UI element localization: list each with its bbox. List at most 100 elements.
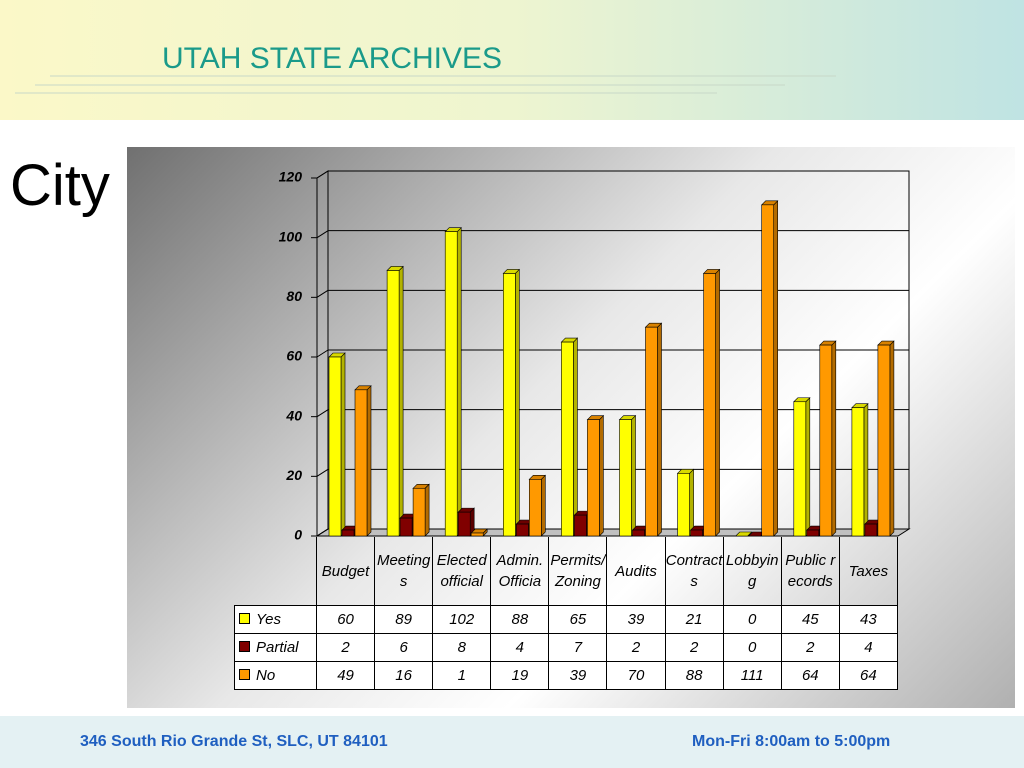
legend-entry: No [234,661,317,690]
value-cell: 19 [490,661,550,690]
bar [761,204,775,537]
value-cell: 88 [490,605,550,634]
bar-side [863,402,869,537]
bar [851,407,865,537]
value-cell: 89 [374,605,434,634]
value-cell: 2 [315,633,376,662]
bar-side [889,340,895,537]
bar-side [514,268,520,537]
hours: Mon-Fri 8:00am to 5:00pm [692,733,891,750]
bar [457,511,471,537]
category-label: Budget [315,537,376,606]
legend-entry: Partial [234,633,317,662]
value-cell: 64 [780,661,840,690]
grid-diag [316,289,329,298]
value-cell: 64 [838,661,898,690]
value-cell: 49 [315,661,376,690]
category-label: Audits [606,537,666,606]
header-title: UTAH STATE ARCHIVES [162,42,503,75]
bar-side [456,226,462,537]
legend-key [239,669,250,680]
bar [561,341,574,537]
grid-diag [316,230,329,239]
bar [806,529,820,537]
bar [341,529,355,537]
series-row: Yes 60 89 102 88 65 39 21 0 45 43 [234,605,898,634]
bar-side [398,265,404,537]
category-label: Public records [780,537,840,606]
y-tick-label: 100 [279,228,303,244]
bar-side [831,340,837,537]
header-row: Budget Meetings Elected official Admin. Off… [235,537,898,606]
category-label: Contracts [664,537,724,606]
bar [703,273,716,537]
value-cell: 7 [548,633,608,662]
bar-side [540,474,546,537]
header: UTAH STATE ARCHIVES [0,0,1024,120]
series-row: No 49 16 1 19 39 70 88 111 64 64 [234,661,898,690]
y-tick-label: 120 [279,169,303,185]
value-cell: 60 [315,605,376,634]
bar-top [734,531,753,537]
bar [470,532,484,537]
legend-key [239,641,250,652]
category-label: Taxes [838,537,898,606]
legend-entry: Yes [234,605,317,634]
value-cell: 111 [722,661,782,690]
y-tick-label: 40 [285,407,302,423]
value-cell: 65 [548,605,608,634]
bar [574,514,587,537]
bar [677,473,690,537]
value-cell: 2 [780,633,840,662]
grid-diag [316,409,329,418]
y-tick-label: 20 [285,467,302,483]
value-cell: 39 [606,605,666,634]
grid-diag [316,528,329,537]
bar [515,523,529,537]
value-cell: 43 [838,605,898,634]
value-cell: 21 [664,605,724,634]
category-label: Permits/Zoning [548,537,608,606]
grid-diag [316,170,329,179]
bar [819,344,833,537]
bar [399,517,413,537]
bar [690,529,703,537]
bar [864,523,878,537]
y-tick-label: 80 [286,288,302,304]
header-lines [15,75,836,94]
bar-side [340,352,346,537]
value-cell: 88 [664,661,724,690]
bar-side [773,200,779,537]
bar [619,419,632,537]
value-cell: 102 [432,605,492,634]
legend-label: Partial [256,639,299,656]
bar-side [573,337,578,537]
bar-side [805,397,811,537]
corner [235,537,317,606]
value-cell: 1 [432,661,492,690]
legend-label: No [256,667,276,684]
value-cell: 8 [432,633,492,662]
category-label: Elected official [432,537,492,606]
bar [354,389,368,537]
value-cell: 2 [606,633,666,662]
slide-title: City [10,153,110,218]
data-table: Budget Meetings Elected official Admin. Off… [234,537,898,690]
value-cell: 0 [722,633,782,662]
value-cell: 45 [780,605,840,634]
value-cell: 2 [664,633,724,662]
bar [328,356,342,537]
value-cell: 4 [838,633,898,662]
bar [444,231,458,537]
value-cell: 70 [606,661,666,690]
category-label: Meetings [374,537,434,606]
bar-side [715,268,720,537]
bar [632,529,645,537]
bar [877,344,891,537]
bar [587,419,600,537]
footer: 346 South Rio Grande St, SLC, UT 84101 M… [0,716,1024,768]
bar-side [366,385,372,537]
bar [793,401,807,537]
address: 346 South Rio Grande St, SLC, UT 84101 [80,733,388,750]
